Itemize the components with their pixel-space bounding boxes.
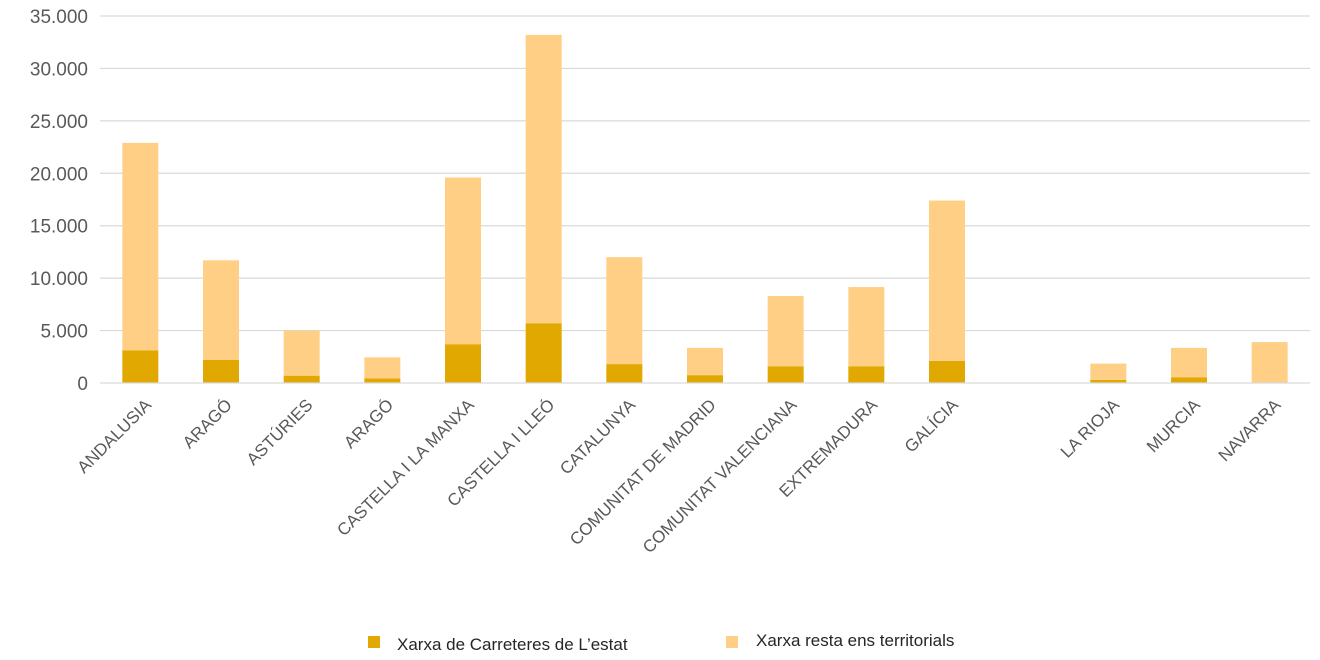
y-axis-tick-labels: 0 5.000 10.000 15.000 20.000 25.000 30.000 35.0…: [30, 7, 88, 395]
bar-segment-state-roads: [364, 378, 401, 383]
bars: [122, 34, 1288, 383]
bar-segment-other-territorial: [687, 347, 723, 376]
x-category-label: ARAGÓ: [179, 395, 236, 452]
bar-segment-state-roads: [767, 366, 804, 383]
y-tick-label: 25.000: [30, 112, 88, 133]
y-tick-label: 30.000: [30, 59, 88, 80]
bar-segment-state-roads: [687, 375, 723, 383]
bar-segment-other-territorial: [767, 295, 804, 367]
bar-segment-state-roads: [848, 366, 885, 383]
bar-segment-other-territorial: [364, 357, 401, 379]
bar-segment-other-territorial: [1171, 347, 1207, 378]
legend-label-state-roads: Xarxa de Carreteres de L’estat: [397, 635, 628, 654]
x-category-label: GALÍCIA: [901, 395, 962, 456]
bar-segment-other-territorial: [1090, 363, 1127, 380]
y-tick-label: 0: [77, 374, 88, 395]
bar-segment-state-roads: [445, 344, 481, 383]
y-tick-label: 35.000: [30, 7, 88, 28]
bar-segment-other-territorial: [1251, 342, 1288, 383]
bar-segment-other-territorial: [606, 257, 643, 365]
x-category-label: LA RIOJA: [1057, 395, 1124, 462]
bar-segment-other-territorial: [122, 142, 159, 351]
x-category-label: CASTELLA I LA MANXA: [333, 395, 478, 540]
bar-segment-state-roads: [1090, 379, 1127, 383]
bar-segment-state-roads: [606, 364, 643, 383]
bar-segment-other-territorial: [203, 260, 239, 360]
bar-segment-other-territorial: [283, 330, 320, 376]
x-category-label: ASTÚRIES: [243, 395, 317, 469]
y-tick-label: 10.000: [30, 269, 88, 290]
bar-segment-state-roads: [283, 375, 320, 383]
x-category-label: ANDALUSIA: [74, 395, 156, 477]
x-category-label: MURCIA: [1143, 395, 1204, 456]
bar-segment-other-territorial: [848, 287, 885, 367]
bar-segment-state-roads: [525, 323, 562, 383]
legend-swatch-state-roads: [368, 636, 380, 648]
bar-segment-other-territorial: [929, 200, 965, 361]
legend: Xarxa de Carreteres de L’estat Xarxa res…: [368, 631, 954, 654]
y-tick-label: 15.000: [30, 217, 88, 238]
bar-segment-other-territorial: [445, 177, 481, 345]
gridlines: [100, 15, 1310, 332]
x-category-label: ARAGÓ: [340, 395, 397, 452]
y-tick-label: 20.000: [30, 164, 88, 185]
x-category-label: NAVARRA: [1215, 395, 1285, 465]
x-category-label: CATALUNYA: [556, 395, 639, 478]
legend-swatch-other-territorial: [726, 636, 738, 648]
bar-segment-state-roads: [122, 350, 159, 383]
x-category-label: COMUNITAT VALENCIANA: [639, 395, 801, 557]
legend-label-other-territorial: Xarxa resta ens territorials: [756, 631, 954, 650]
bar-segment-state-roads: [1171, 377, 1207, 383]
bar-segment-other-territorial: [525, 34, 562, 324]
bar-segment-state-roads: [203, 359, 239, 383]
bar-segment-state-roads: [929, 360, 965, 383]
y-tick-label: 5.000: [40, 322, 88, 343]
x-category-label: COMUNITAT DE MADRID: [566, 395, 720, 549]
